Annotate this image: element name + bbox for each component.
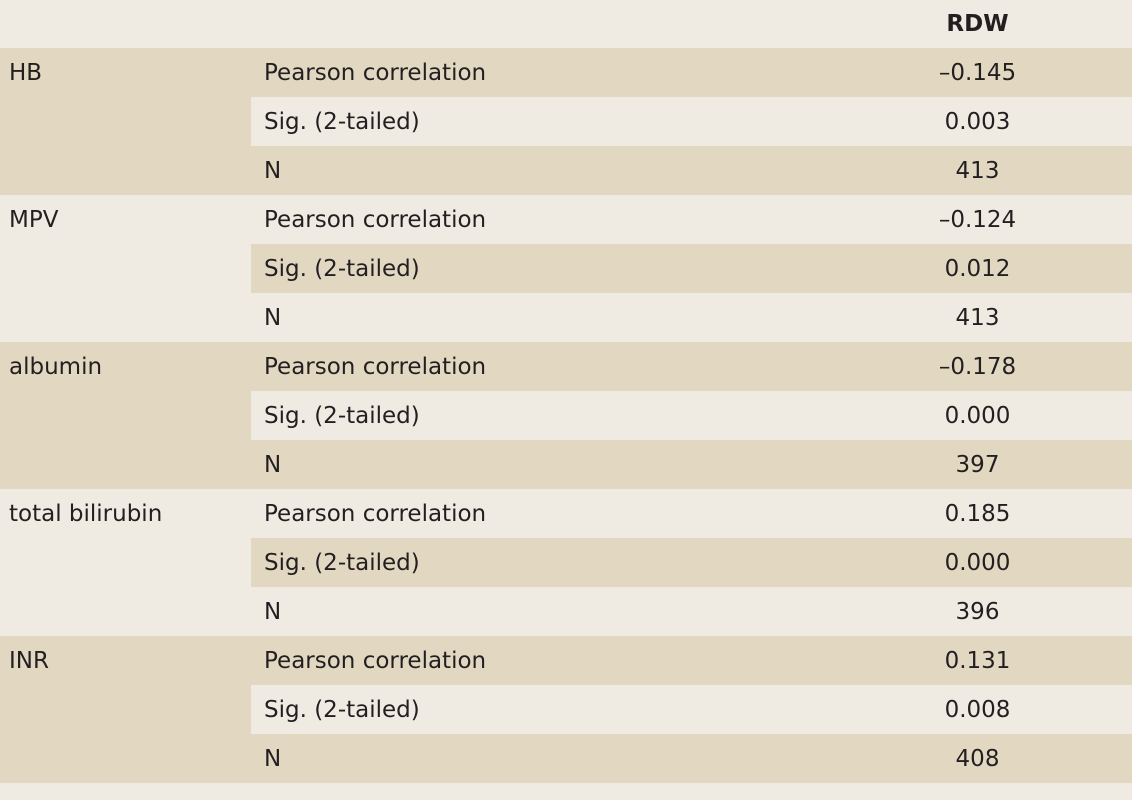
- stat-label: N: [264, 158, 282, 184]
- stat-label: Pearson correlation: [264, 354, 487, 380]
- stat-label: Sig. (2-tailed): [264, 403, 420, 429]
- stat-value: 0.012: [944, 256, 1011, 282]
- table-row: Pearson correlation –0.178: [251, 342, 1132, 391]
- group-label-cell: albumin: [0, 342, 251, 489]
- group-label: MPV: [9, 207, 59, 233]
- stat-value: 0.000: [944, 403, 1011, 429]
- stat-value: 397: [955, 452, 1000, 478]
- table-footer: [0, 783, 1132, 800]
- table-row: Sig. (2-tailed) 0.012: [251, 244, 1132, 293]
- stat-label: Pearson correlation: [264, 60, 487, 86]
- table-row: Pearson correlation –0.124: [251, 195, 1132, 244]
- table-group-total-bilirubin: Pearson correlation 0.185 Sig. (2-tailed…: [0, 489, 1132, 636]
- stat-value: 413: [955, 158, 1000, 184]
- stat-label: Pearson correlation: [264, 648, 487, 674]
- stat-value: –0.178: [938, 354, 1017, 380]
- stat-label: Sig. (2-tailed): [264, 550, 420, 576]
- stat-label: N: [264, 599, 282, 625]
- table-row: Sig. (2-tailed) 0.008: [251, 685, 1132, 734]
- table-row: Pearson correlation 0.185: [251, 489, 1132, 538]
- stat-value: 396: [955, 599, 1000, 625]
- stat-label: Pearson correlation: [264, 501, 487, 527]
- column-header-rdw: RDW: [946, 11, 1009, 37]
- stat-label: N: [264, 452, 282, 478]
- stat-value: 0.131: [944, 648, 1011, 674]
- stat-value: 0.185: [944, 501, 1011, 527]
- table-group-inr: INR Pearson correlation 0.131 Sig. (2-ta…: [0, 636, 1132, 783]
- table-row: N 413: [251, 146, 1132, 195]
- stat-value: –0.124: [938, 207, 1017, 233]
- table-row: Sig. (2-tailed) 0.000: [251, 391, 1132, 440]
- stat-label: Sig. (2-tailed): [264, 109, 420, 135]
- stat-label: N: [264, 746, 282, 772]
- stat-label: N: [264, 305, 282, 331]
- stat-label: Sig. (2-tailed): [264, 256, 420, 282]
- stat-value: –0.145: [938, 60, 1017, 86]
- group-label: HB: [9, 60, 43, 86]
- group-label: INR: [9, 648, 49, 674]
- stat-value: 408: [955, 746, 1000, 772]
- table-header-row: RDW: [0, 0, 1132, 48]
- stat-value: 413: [955, 305, 1000, 331]
- table-row: Sig. (2-tailed) 0.000: [251, 538, 1132, 587]
- group-label-cell: HB: [0, 48, 251, 195]
- table-group-mpv: Pearson correlation –0.124 Sig. (2-taile…: [0, 195, 1132, 342]
- group-label: albumin: [9, 354, 103, 380]
- table-row: N 397: [251, 440, 1132, 489]
- group-label: total bilirubin: [9, 501, 163, 527]
- table-row: N 396: [251, 587, 1132, 636]
- stat-value: 0.003: [944, 109, 1011, 135]
- table-group-albumin: albumin Pearson correlation –0.178 Sig. …: [0, 342, 1132, 489]
- table-row: N 413: [251, 293, 1132, 342]
- stat-value: 0.000: [944, 550, 1011, 576]
- table-group-hb: HB Pearson correlation –0.145 Sig. (2-ta…: [0, 48, 1132, 195]
- stat-label: Sig. (2-tailed): [264, 697, 420, 723]
- table-row: Sig. (2-tailed) 0.003: [251, 97, 1132, 146]
- stat-value: 0.008: [944, 697, 1011, 723]
- table-row: Pearson correlation 0.131: [251, 636, 1132, 685]
- table-row: N 408: [251, 734, 1132, 783]
- stat-label: Pearson correlation: [264, 207, 487, 233]
- table-row: Pearson correlation –0.145: [251, 48, 1132, 97]
- group-label-cell: INR: [0, 636, 251, 783]
